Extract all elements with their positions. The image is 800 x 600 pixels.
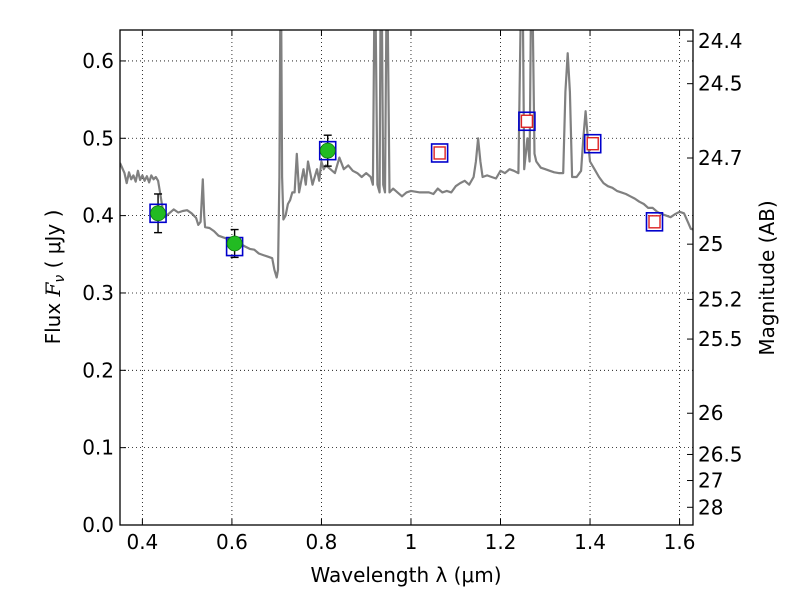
detection-point [226,235,243,252]
y-label-sub: ν [52,275,68,283]
y-label-text: Flux [41,296,65,344]
right-tick-label: 26.5 [698,442,743,466]
x-tick-label: 0.6 [216,530,248,554]
detection-point [319,142,336,159]
right-tick-label: 26 [698,401,723,425]
right-tick-label: 25.5 [698,327,743,351]
y-axis-label: Flux Fν ( μJy ) [41,210,68,345]
photometry-markers [149,111,664,259]
right-tick-label: 24.4 [698,29,743,53]
x-axis-label: Wavelength λ (μm) [310,563,501,587]
model-flux-box [318,140,337,161]
right-axis-label: Magnitude (AB) [755,200,779,355]
x-tick-label: 1.6 [664,530,696,554]
y-tick-label: 0.6 [82,49,114,73]
x-tick-label: 0.4 [126,530,158,554]
right-tick-label: 24.5 [698,72,743,96]
axis-ticks: 0.4 0.6 0.8 1 1.2 1.4 1.6 0.0 0.1 0.2 0.3 0.4 0.5 0.6… [82,29,742,554]
y-tick-label: 0.4 [82,204,114,228]
detection-point [150,205,166,222]
upper-limit-marker [648,215,661,229]
y-tick-label: 0.1 [82,436,114,460]
model-flux-box [430,143,449,163]
x-tick-label: 1 [405,530,418,554]
model-flux-box [583,133,602,154]
spectrum-line [120,30,693,279]
upper-limit-marker [520,114,534,128]
upper-limit-marker [433,146,446,160]
x-tick-label: 1.4 [574,530,606,554]
spectrum [120,30,693,279]
y-label-var: F [41,281,65,297]
x-tick-label: 0.8 [306,530,338,554]
plot-frame [119,29,694,526]
model-flux-box [645,212,664,232]
model-flux-box [518,111,536,132]
y-tick-label: 0.2 [82,358,114,382]
right-tick-label: 25.2 [698,287,743,311]
upper-limit-marker [586,136,599,151]
right-tick-label: 27 [698,469,723,493]
model-flux-box [149,203,167,224]
y-tick-label: 0.0 [82,513,114,537]
x-tick-label: 1.2 [485,530,517,554]
y-tick-label: 0.5 [82,126,114,150]
y-tick-label: 0.3 [82,281,114,305]
right-tick-label: 25 [698,232,723,256]
y-label-unit: ( μJy ) [41,210,65,275]
grid [120,30,693,525]
right-tick-label: 28 [698,495,723,519]
right-tick-label: 24.7 [698,146,743,170]
